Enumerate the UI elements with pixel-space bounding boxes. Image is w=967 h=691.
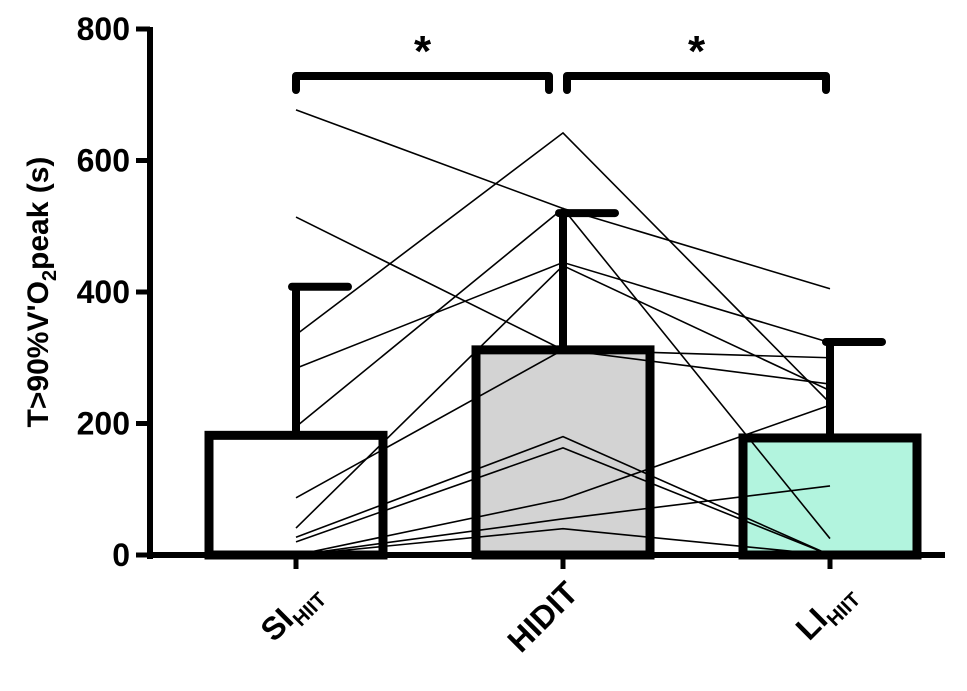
individual-line (295, 264, 831, 529)
individual-lines-layer (295, 109, 831, 556)
individual-line (295, 349, 831, 499)
significance-layer: * * (292, 27, 830, 94)
individual-line (295, 485, 831, 556)
individual-line (295, 404, 831, 556)
y-axis-label-main: T>90%V'O (22, 281, 55, 427)
individual-line (295, 207, 831, 540)
individual-line (295, 446, 831, 556)
axes-layer: 0 200 400 600 800 (77, 11, 945, 573)
y-tick-label: 400 (77, 274, 130, 310)
x-tick-main: SI (253, 601, 300, 648)
x-tick-label-li-hiit: LIHIIT (789, 574, 866, 651)
significance-star: * (414, 27, 432, 76)
y-tick-label: 200 (77, 406, 130, 442)
x-tick-label-hidit: HIDIT (500, 574, 585, 659)
individual-line (295, 261, 831, 370)
y-axis-label: T>90%V'O2peak (s) (22, 157, 61, 428)
individual-line (295, 131, 831, 404)
bar (471, 345, 655, 560)
individual-line (295, 527, 831, 556)
bar (738, 433, 922, 560)
y-tick-label: 800 (77, 11, 130, 47)
individual-line (295, 435, 831, 556)
significance-bracket (563, 72, 830, 94)
x-tick-main: HIDIT (500, 574, 585, 659)
y-axis-label-sub: 2 (39, 270, 61, 281)
y-tick-label: 0 (112, 537, 130, 573)
y-tick-label: 600 (77, 143, 130, 179)
significance-star: * (688, 27, 706, 76)
y-axis-label-rest: peak (s) (22, 157, 55, 270)
x-tick-label-si-hiit: SIHIIT (253, 574, 331, 652)
significance-bracket (292, 72, 553, 94)
x-tick-main: LI (789, 601, 835, 647)
